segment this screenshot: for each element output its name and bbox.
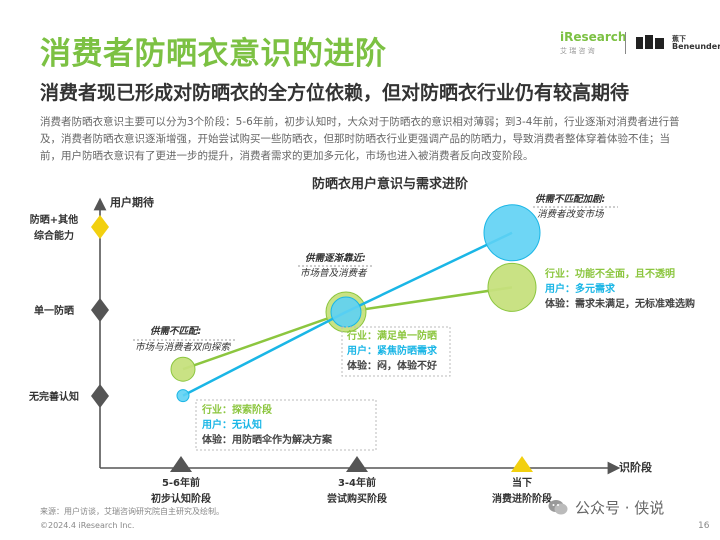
wechat-icon [548, 500, 568, 515]
stage-3-industry: 行业：功能不全面，且不透明 [545, 269, 675, 280]
intro-paragraph: 消费者防晒衣意识主要可以分为3个阶段：5-6年前，初步认知时，大众对于防晒衣的意… [40, 116, 680, 162]
beneunder-mark-icon [636, 35, 664, 49]
watermark: 公众号 · 侠说 [575, 499, 665, 517]
beneunder-logo-cn: 蕉下 [672, 35, 686, 43]
logo-divider [625, 32, 626, 54]
series-point-1-0 [176, 389, 190, 403]
beneunder-logo-en: Beneunder [672, 42, 720, 51]
stage-2-user: 用户：紧焦防晒需求 [347, 346, 437, 357]
gap-label-3: 供需不匹配加剧: 消费者改变市场 [533, 193, 618, 220]
stage-name-2: 尝试购买阶段 [327, 492, 387, 505]
stage-name-3: 消费进阶阶段 [492, 492, 552, 505]
stage-marker-3 [511, 456, 533, 472]
y-level-label-top-line1: 防晒+其他 [30, 213, 78, 226]
chart-title: 防晒衣用户意识与需求进阶 [312, 176, 469, 192]
y-level-label-mid: 单一防晒 [34, 304, 74, 317]
series-user [176, 204, 541, 403]
iresearch-logo: iResearch [560, 30, 627, 44]
stage-1-experience: 体验：用防晒伞作为解决方案 [202, 435, 332, 446]
stage-annotation-box-2 [341, 326, 451, 377]
stage-marker-2 [346, 456, 368, 472]
series-layer [170, 204, 541, 403]
stage-annotation-box-1 [195, 399, 377, 451]
stage-time-1: 5-6年前 [162, 476, 200, 489]
y-axis-label: 用户期待 [110, 195, 154, 209]
source-note: 来源：用户访谈，艾瑞咨询研究院自主研究及绘制。 [40, 507, 224, 516]
gap-label-1-title: 供需不匹配: [150, 325, 202, 337]
gap-label-2-sub: 市场普及消费者 [300, 267, 368, 279]
y-level-label-bottom: 无完善认知 [28, 390, 79, 403]
series-point-1-1 [330, 296, 362, 328]
y-level-marker-top [91, 215, 109, 239]
iresearch-logo-subtitle: 艾 瑞 咨 询 [560, 47, 595, 55]
stage-time-3: 当下 [512, 476, 532, 489]
y-level-marker-bottom [91, 384, 109, 408]
y-level-label-top-line2: 综合能力 [34, 229, 74, 242]
stage-1-user: 用户：无认知 [202, 420, 262, 431]
series-point-0-0 [170, 356, 196, 382]
gap-label-3-title: 供需不匹配加剧: [535, 193, 606, 205]
copyright: ©2024.4 iResearch Inc. [40, 521, 135, 530]
series-point-0-2 [487, 262, 537, 312]
stage-time-2: 3-4年前 [338, 476, 376, 489]
y-level-marker-mid [91, 298, 109, 322]
gap-label-1: 供需不匹配: 市场与消费者双向探索 [133, 325, 236, 353]
stage-marker-1 [170, 456, 192, 472]
stage-3-experience: 体验：需求未满足，无标准难选购 [545, 299, 695, 310]
series-point-1-2 [483, 204, 541, 262]
stage-name-1: 初步认知阶段 [151, 492, 211, 505]
page-number: 16 [698, 521, 710, 531]
stage-1-industry: 行业：探索阶段 [202, 405, 272, 416]
gap-label-2: 供需逐渐靠近: 市场普及消费者 [298, 252, 372, 279]
gap-label-2-title: 供需逐渐靠近: [305, 252, 366, 264]
stage-2-industry: 行业：满足单一防晒 [347, 331, 437, 342]
page-title: 消费者防晒衣意识的进阶 [40, 36, 387, 72]
gap-label-3-sub: 消费者改变市场 [537, 208, 605, 220]
page-subtitle: 消费者现已形成对防晒衣的全方位依赖，但对防晒衣行业仍有较高期待 [40, 82, 630, 104]
x-axis-label: 识阶段 [619, 460, 652, 474]
stage-3-user: 用户：多元需求 [545, 284, 615, 295]
gap-label-1-sub: 市场与消费者双向探索 [135, 341, 232, 353]
stage-2-experience: 体验：闷，体验不好 [347, 361, 437, 372]
